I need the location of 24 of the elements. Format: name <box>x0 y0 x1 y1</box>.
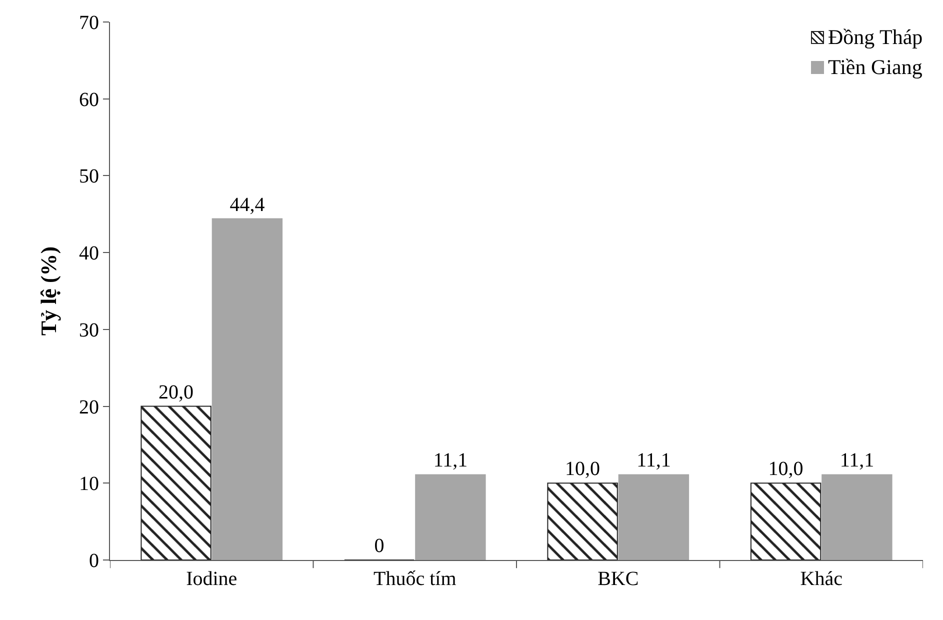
data-label: 10,0 <box>565 458 600 480</box>
data-label: 0 <box>374 535 384 557</box>
y-axis-title: Tỷ lệ (%) <box>36 246 61 336</box>
legend-label: Tiền Giang <box>828 54 922 81</box>
y-tick-label: 20 <box>79 396 99 418</box>
data-label: 11,1 <box>636 450 671 472</box>
legend-label: Đồng Tháp <box>828 24 923 51</box>
data-label: 11,1 <box>840 450 874 472</box>
legend: Đồng Tháp Tiền Giang <box>811 22 923 82</box>
data-label: 11,1 <box>433 450 468 472</box>
y-tick-label: 60 <box>79 88 99 111</box>
x-tick-label: Khác <box>800 568 843 590</box>
data-label: 44,4 <box>230 194 265 216</box>
data-label: 20,0 <box>158 381 194 404</box>
y-tick-label: 30 <box>79 319 99 342</box>
y-tick-label: 50 <box>79 166 99 188</box>
y-tick-label: 40 <box>79 242 99 265</box>
x-tick-label: Thuốc tím <box>373 568 457 590</box>
x-tick-label: BKC <box>598 568 639 590</box>
y-tick-label: 70 <box>79 12 99 34</box>
data-label: 10,0 <box>768 458 804 480</box>
y-tick-label: 10 <box>79 473 99 496</box>
y-tick-label: 0 <box>89 550 99 572</box>
x-tick-label: Iodine <box>186 568 238 590</box>
